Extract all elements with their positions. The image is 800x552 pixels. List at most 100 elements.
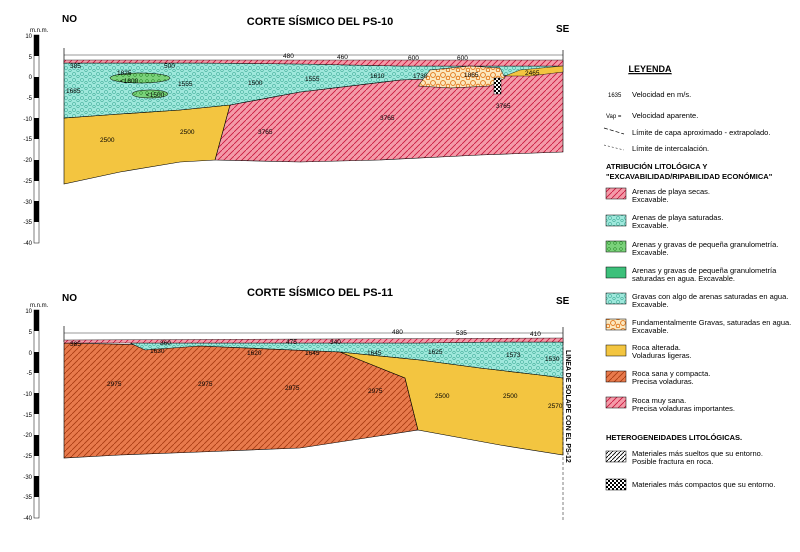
svg-text:475: 475: [286, 339, 297, 346]
svg-text:-40: -40: [23, 516, 32, 522]
lens-green: [109, 72, 171, 84]
svg-text:2500: 2500: [180, 129, 195, 136]
overlap-line-label: LINEA DE SOLAPE CON EL PS-12: [564, 350, 571, 463]
layer-gravel-saturated: [417, 65, 506, 89]
svg-text:1625: 1625: [428, 349, 443, 356]
svg-text:Arenas de playa saturadas.: Arenas de playa saturadas.: [632, 213, 723, 222]
svg-text:-30: -30: [23, 200, 32, 206]
svg-text:Arenas y gravas de pequeña gra: Arenas y gravas de pequeña granulometría…: [632, 240, 778, 249]
svg-text:-5: -5: [27, 96, 33, 102]
svg-text:Gravas con algo de arenas satu: Gravas con algo de arenas saturadas en a…: [632, 292, 788, 301]
svg-text:-15: -15: [23, 137, 32, 143]
svg-text:480: 480: [392, 329, 403, 336]
direction-left: NO: [62, 293, 77, 304]
svg-text:-20: -20: [23, 158, 32, 164]
svg-text:1530: 1530: [545, 356, 560, 363]
svg-text:-30: -30: [23, 475, 32, 481]
svg-text:Excavable.: Excavable.: [632, 326, 669, 335]
svg-text:Roca sana y compacta.: Roca sana y compacta.: [632, 369, 710, 378]
svg-text:2500: 2500: [435, 393, 450, 400]
svg-text:-25: -25: [23, 454, 32, 460]
svg-text:2500: 2500: [503, 393, 518, 400]
svg-text:1555: 1555: [178, 81, 193, 88]
svg-text:2570: 2570: [548, 403, 563, 410]
svg-text:<1500: <1500: [146, 92, 165, 99]
svg-text:3765: 3765: [496, 103, 511, 110]
svg-text:1500: 1500: [248, 80, 263, 87]
svg-text:1685: 1685: [66, 88, 81, 95]
svg-text:1825: 1825: [117, 70, 132, 77]
layer-dry-sand: [63, 337, 564, 344]
svg-text:1730: 1730: [413, 73, 428, 80]
svg-text:Materiales más sueltos que su: Materiales más sueltos que su entorno.: [632, 449, 763, 458]
svg-text:1645: 1645: [305, 350, 320, 357]
legend-title: LEYENDA: [628, 64, 672, 74]
svg-text:1620: 1620: [247, 350, 262, 357]
section-title: CORTE SÍSMICO DEL PS-10: [247, 15, 394, 28]
svg-text:1573: 1573: [506, 352, 521, 359]
svg-text:500: 500: [164, 63, 175, 70]
svg-text:Vap =: Vap =: [606, 114, 622, 120]
svg-text:Límite de intercalación.: Límite de intercalación.: [632, 144, 709, 153]
svg-text:1555: 1555: [305, 76, 320, 83]
svg-text:-5: -5: [27, 371, 33, 377]
svg-text:2975: 2975: [285, 385, 300, 392]
svg-text:Excavable.: Excavable.: [632, 300, 669, 309]
svg-text:0: 0: [29, 75, 33, 81]
svg-text:10: 10: [25, 309, 32, 315]
section-title: CORTE SÍSMICO DEL PS-11: [247, 286, 393, 299]
svg-text:385: 385: [70, 63, 81, 70]
svg-text:5: 5: [29, 55, 33, 61]
svg-text:Arenas y gravas de pequeña gra: Arenas y gravas de pequeña granulometría: [632, 266, 777, 275]
svg-text:<1800: <1800: [120, 78, 139, 85]
svg-text:1630: 1630: [150, 348, 165, 355]
svg-text:Arenas de playa secas.: Arenas de playa secas.: [632, 187, 710, 196]
svg-text:Roca muy sana.: Roca muy sana.: [632, 396, 686, 405]
svg-text:Excavable.: Excavable.: [632, 221, 669, 230]
svg-text:Posible fractura en roca.: Posible fractura en roca.: [632, 457, 713, 466]
svg-text:1645: 1645: [367, 350, 382, 357]
svg-text:2500: 2500: [100, 137, 115, 144]
layer-weathered-rock: [63, 104, 231, 185]
svg-text:-35: -35: [23, 220, 32, 226]
svg-text:-40: -40: [23, 241, 32, 247]
svg-text:Fundamentalmente Gravas, satur: Fundamentalmente Gravas, saturadas en ag…: [632, 318, 791, 327]
layer-weathered-rock-se: [504, 65, 564, 77]
axis-unit: m.n.m.: [30, 28, 49, 34]
velocity-labels: 480 460 600 600 500 385 1825 <1800 <1500…: [66, 53, 540, 144]
svg-text:460: 460: [337, 54, 348, 61]
svg-text:1635: 1635: [608, 93, 622, 99]
svg-text:Velocidad aparente.: Velocidad aparente.: [632, 111, 698, 120]
direction-right: SE: [556, 24, 570, 35]
svg-text:Velocidad en m/s.: Velocidad en m/s.: [632, 90, 691, 99]
svg-text:2975: 2975: [198, 381, 213, 388]
direction-left: NO: [62, 14, 77, 25]
svg-text:-10: -10: [23, 392, 32, 398]
svg-text:Precisa voladuras.: Precisa voladuras.: [632, 377, 694, 386]
svg-text:2975: 2975: [107, 381, 122, 388]
svg-text:Voladuras ligeras.: Voladuras ligeras.: [632, 351, 692, 360]
svg-text:480: 480: [283, 53, 294, 60]
svg-text:385: 385: [70, 341, 81, 348]
svg-text:Precisa voladuras importantes.: Precisa voladuras importantes.: [632, 404, 735, 413]
svg-text:2975: 2975: [368, 388, 383, 395]
svg-text:-15: -15: [23, 413, 32, 419]
svg-text:3765: 3765: [380, 115, 395, 122]
svg-text:600: 600: [457, 55, 468, 62]
svg-text:-25: -25: [23, 179, 32, 185]
svg-text:535: 535: [456, 330, 467, 337]
svg-text:Materiales más compactos que s: Materiales más compactos que su entorno.: [632, 480, 775, 489]
svg-text:-10: -10: [23, 117, 32, 123]
lithology-legend: Arenas de playa secas. Excavable. Arenas…: [605, 187, 791, 413]
svg-text:Límite de capa aproximado - ex: Límite de capa aproximado - extrapolado.: [632, 128, 770, 137]
hetero-legend: Materiales más sueltos que su entorno. P…: [605, 449, 775, 491]
svg-text:5: 5: [29, 330, 33, 336]
svg-text:360: 360: [160, 340, 171, 347]
svg-text:Excavable.: Excavable.: [632, 248, 669, 257]
velocity-labels: 480 535 410 385 360 475 340 1630 1620 16…: [70, 329, 563, 410]
svg-text:saturadas en agua. Excavable.: saturadas en agua. Excavable.: [632, 274, 735, 283]
svg-text:Excavable.: Excavable.: [632, 195, 669, 204]
svg-text:0: 0: [29, 351, 33, 357]
axis-unit: m.n.m.: [30, 303, 49, 309]
